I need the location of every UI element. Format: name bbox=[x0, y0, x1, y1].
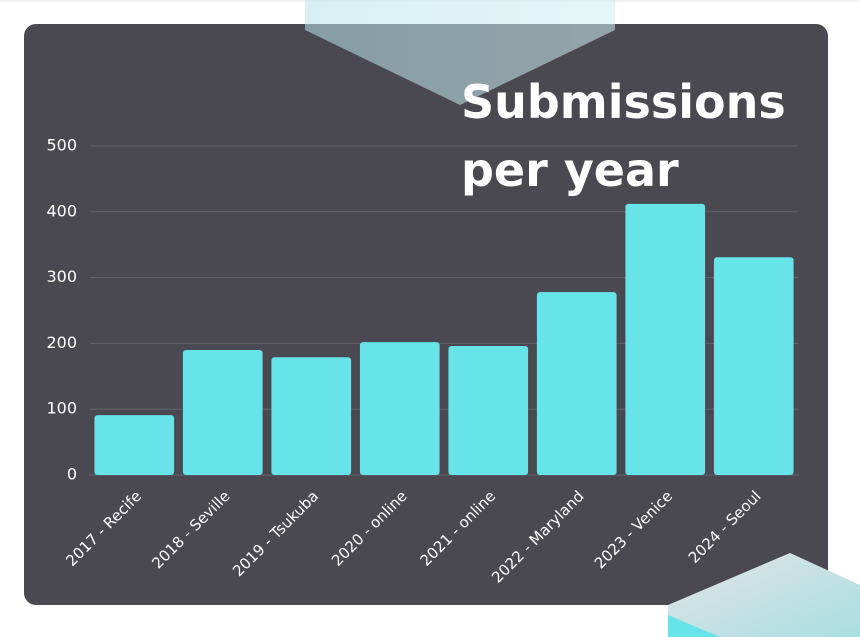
bar bbox=[713, 257, 794, 475]
chart-title: per year bbox=[461, 143, 679, 197]
bar bbox=[271, 357, 352, 475]
decor-shape bbox=[668, 615, 720, 637]
bar bbox=[625, 203, 706, 476]
chart-title: Submissions bbox=[461, 75, 786, 129]
bar bbox=[359, 342, 440, 475]
y-tick-label: 500 bbox=[46, 136, 77, 155]
y-tick-label: 200 bbox=[46, 333, 77, 352]
decor-hexagon bbox=[305, 0, 615, 105]
y-tick-label: 0 bbox=[67, 465, 77, 484]
y-tick-label: 100 bbox=[46, 399, 77, 418]
decor-hexagon bbox=[668, 553, 860, 637]
bar bbox=[182, 349, 263, 475]
y-tick-label: 300 bbox=[46, 267, 77, 286]
bar bbox=[536, 292, 617, 475]
bar bbox=[94, 415, 175, 475]
y-tick-label: 400 bbox=[46, 201, 77, 220]
bar bbox=[448, 346, 529, 475]
